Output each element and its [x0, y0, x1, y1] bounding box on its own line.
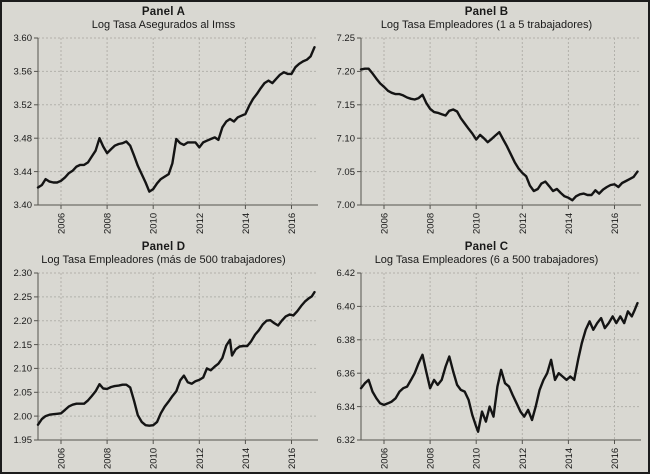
panel-a-subtitle: Log Tasa Asegurados al Imss: [91, 19, 236, 31]
panel-b-title: Panel B: [464, 6, 509, 18]
y-tick-label: 2.30: [14, 268, 33, 279]
y-tick-label: 3.40: [14, 200, 33, 211]
panel-d-line-chart: 1.95 2.00 2.05 2.10 2.15 2.20 2.25 2.30 2006 2008…: [14, 268, 318, 469]
x-tick-label: 2016: [287, 448, 298, 469]
y-tick-label: 2.05: [14, 388, 33, 399]
y-tick-label: 2.10: [14, 364, 33, 375]
x-tick-label: 2006: [57, 448, 68, 469]
y-tick-label: 3.56: [14, 67, 33, 78]
x-tick-label: 2012: [518, 213, 529, 234]
x-tick-label: 2008: [426, 213, 437, 234]
y-tick-label: 2.20: [14, 316, 33, 327]
data-line: [36, 290, 316, 427]
y-tick-label: 7.05: [337, 167, 356, 178]
x-tick-label: 2012: [195, 448, 206, 469]
y-tick-label: 6.36: [337, 368, 356, 379]
y-tick-label: 2.00: [14, 411, 33, 422]
x-tick-label: 2008: [103, 448, 114, 469]
y-tick-label: 7.25: [337, 33, 356, 44]
y-tick-label: 6.42: [337, 268, 356, 279]
panel-c-title: Panel C: [464, 241, 509, 253]
panel-c-subtitle: Log Tasa Empleadores (6 a 500 trabajador…: [374, 254, 599, 266]
y-tick-label: 7.00: [337, 200, 356, 211]
x-tick-label: 2006: [380, 448, 391, 469]
panel-a: Panel A Log Tasa Asegurados al Imss 3.40…: [2, 2, 325, 237]
x-tick-label: 2006: [57, 213, 68, 234]
x-tick-label: 2016: [610, 213, 621, 234]
y-tick-label: 7.10: [337, 133, 356, 144]
panel-b-line-chart: 7.00 7.05 7.10 7.15 7.20 7.25 2006 2008 2010 2012…: [337, 33, 641, 234]
y-tick-label: 6.32: [337, 435, 356, 446]
x-tick-label: 2008: [426, 448, 437, 469]
panel-a-title: Panel A: [141, 6, 186, 18]
y-tick-label: 2.25: [14, 292, 33, 303]
panel-b-subtitle: Log Tasa Empleadores (1 a 5 trabajadores…: [380, 19, 593, 31]
y-tick-label: 3.44: [14, 167, 33, 178]
panel-d-subtitle: Log Tasa Empleadores (más de 500 trabaja…: [41, 254, 286, 266]
x-tick-label: 2008: [103, 213, 114, 234]
panel-d-title: Panel D: [141, 241, 186, 253]
y-tick-label: 6.40: [337, 302, 356, 313]
x-tick-label: 2014: [241, 448, 252, 469]
x-tick-label: 2010: [149, 448, 160, 469]
panel-a-line-chart: 3.40 3.44 3.48 3.52 3.56 3.60 2006 2008 2010 2012…: [14, 33, 318, 234]
y-tick-label: 3.60: [14, 33, 33, 44]
x-tick-label: 2010: [472, 448, 483, 469]
panel-c-line-chart: 6.32 6.34 6.36 6.38 6.40 6.42 2006 2008 2010 2012…: [337, 268, 641, 469]
x-tick-label: 2010: [472, 213, 483, 234]
y-tick-label: 3.52: [14, 100, 33, 111]
panel-d: Panel D Log Tasa Empleadores (más de 500…: [2, 237, 325, 472]
x-tick-label: 2006: [380, 213, 391, 234]
data-line: [359, 301, 639, 433]
y-tick-label: 6.34: [337, 402, 356, 413]
x-tick-label: 2012: [195, 213, 206, 234]
y-tick-label: 3.48: [14, 133, 33, 144]
x-tick-label: 2012: [518, 448, 529, 469]
x-tick-label: 2016: [610, 448, 621, 469]
x-tick-label: 2014: [564, 213, 575, 234]
y-tick-label: 2.15: [14, 340, 33, 351]
x-tick-label: 2016: [287, 213, 298, 234]
data-line: [36, 45, 316, 193]
y-tick-label: 1.95: [14, 435, 33, 446]
panel-c: Panel C Log Tasa Empleadores (6 a 500 tr…: [325, 237, 648, 472]
x-tick-label: 2014: [564, 448, 575, 469]
x-tick-label: 2014: [241, 213, 252, 234]
y-tick-label: 7.20: [337, 67, 356, 78]
y-tick-label: 6.38: [337, 335, 356, 346]
panel-b: Panel B Log Tasa Empleadores (1 a 5 trab…: [325, 2, 648, 237]
y-tick-label: 7.15: [337, 100, 356, 111]
x-tick-label: 2010: [149, 213, 160, 234]
data-line: [359, 67, 639, 202]
